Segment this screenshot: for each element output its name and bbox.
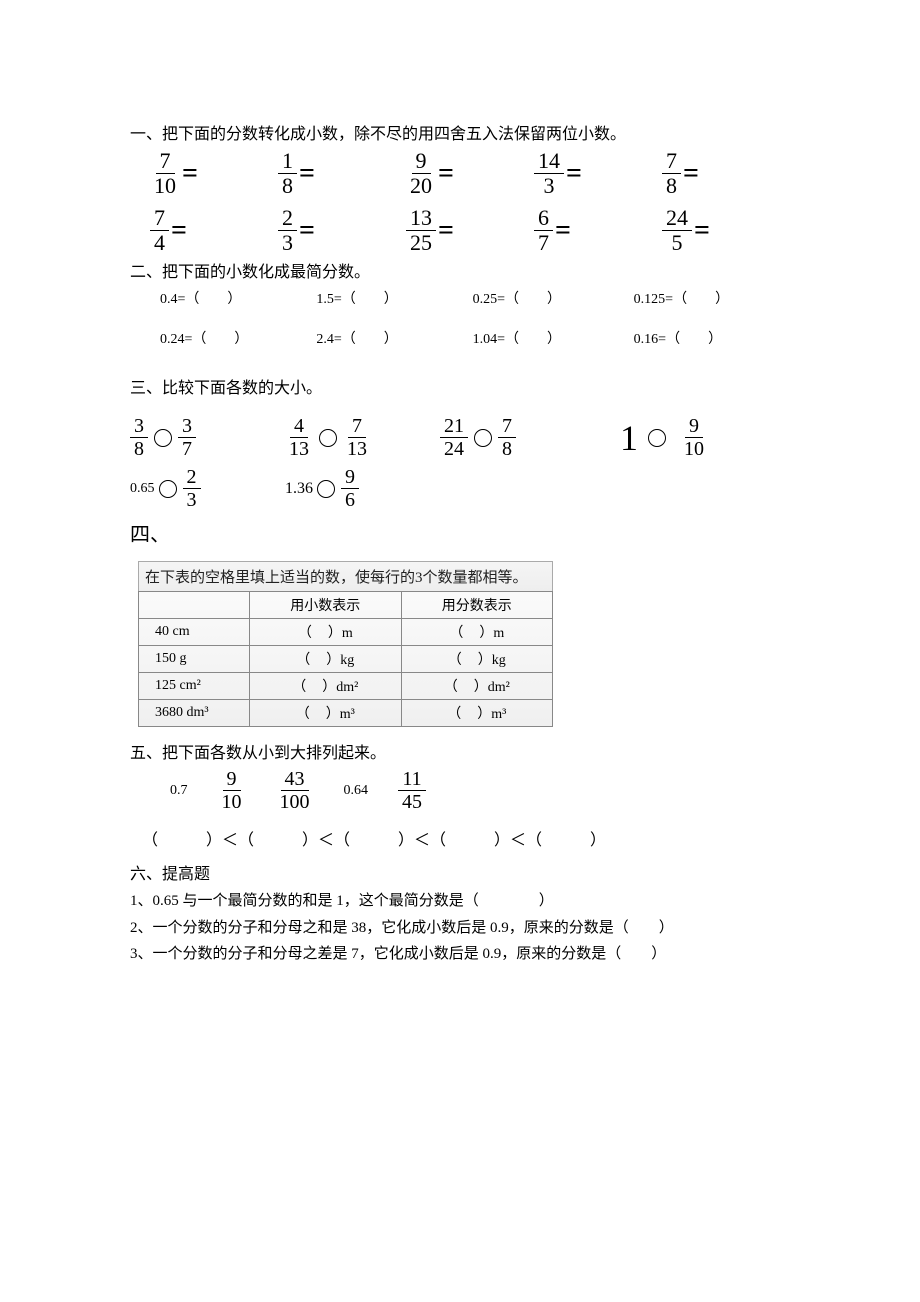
dec-item: 0.25=（ ） — [473, 288, 634, 308]
frac-item: 245= — [662, 207, 790, 254]
frac-item: 143= — [534, 150, 662, 197]
frac-item: 1325= — [406, 207, 534, 254]
circle-icon — [317, 480, 335, 498]
circle-icon — [648, 429, 666, 447]
section5-title: 五、把下面各数从小到大排列起来。 — [130, 739, 790, 763]
section1-row1: 710= 18= 920= 143= 78= — [130, 150, 790, 197]
section2-row1: 0.4=（ ） 1.5=（ ） 0.25=（ ） 0.125=（ ） — [130, 288, 790, 308]
compare-item: 1.36 96 — [285, 467, 440, 510]
table-row: 3680 dm³ （）m³ （）m³ — [139, 700, 553, 727]
compare-item: 1 910 — [620, 416, 775, 459]
section4-title: 四、 — [130, 518, 790, 547]
circle-icon — [319, 429, 337, 447]
table-row: 125 cm² （）dm² （）dm² — [139, 673, 553, 700]
dec-item: 0.24=（ ） — [160, 328, 316, 348]
section3-title: 三、比较下面各数的大小。 — [130, 374, 790, 398]
fraction: 1145 — [398, 769, 426, 812]
circle-icon — [474, 429, 492, 447]
circle-icon — [154, 429, 172, 447]
section1-row2: 74= 23= 1325= 67= 245= — [130, 207, 790, 254]
dec-item: 2.4=（ ） — [316, 328, 472, 348]
section5-answer: （ ）＜（ ）＜（ ）＜（ ）＜（ ） — [130, 826, 790, 850]
question-3: 3、一个分数的分子和分母之差是 7，它化成小数后是 0.9，原来的分数是（ ） — [130, 943, 790, 966]
table-row: 40 cm （）m （）m — [139, 619, 553, 646]
frac-item: 74= — [150, 207, 278, 254]
compare-item: 38 37 — [130, 416, 285, 459]
question-1: 1、0.65 与一个最简分数的和是 1，这个最简分数是（ ） — [130, 890, 790, 913]
table-row: 150 g （）kg （）kg — [139, 646, 553, 673]
section2-row2: 0.24=（ ） 2.4=（ ） 1.04=（ ） 0.16=（ ） — [130, 328, 790, 348]
section5-items: 0.7 910 43100 0.64 1145 — [130, 769, 790, 812]
dec-item: 0.125=（ ） — [634, 288, 790, 308]
fraction: 43100 — [276, 769, 314, 812]
dec-item: 0.16=（ ） — [634, 328, 790, 348]
frac-item: 67= — [534, 207, 662, 254]
compare-item: 2124 78 — [440, 416, 620, 459]
circle-icon — [159, 480, 177, 498]
table-header-row: 用小数表示 用分数表示 — [139, 592, 553, 619]
compare-item: 413 713 — [285, 416, 440, 459]
frac-item: 23= — [278, 207, 406, 254]
section6-title: 六、提高题 — [130, 860, 790, 884]
frac-item: 18= — [278, 150, 406, 197]
dec-item: 1.04=（ ） — [473, 328, 634, 348]
frac-item: 78= — [662, 150, 790, 197]
section2-title: 二、把下面的小数化成最简分数。 — [130, 258, 790, 282]
section1-title: 一、把下面的分数转化成小数，除不尽的用四舍五入法保留两位小数。 — [130, 120, 790, 144]
frac-item: 710= — [150, 150, 278, 197]
dec-item: 0.4=（ ） — [160, 288, 316, 308]
dec-item: 1.5=（ ） — [316, 288, 472, 308]
compare-item: 0.65 23 — [130, 467, 285, 510]
frac-item: 920= — [406, 150, 534, 197]
section4-caption: 在下表的空格里填上适当的数，使每行的3个数量都相等。 — [138, 561, 553, 591]
question-2: 2、一个分数的分子和分母之和是 38，它化成小数后是 0.9，原来的分数是（ ） — [130, 917, 790, 940]
section3-row1: 38 37 413 713 2124 78 1 910 — [130, 416, 790, 459]
section3-row2: 0.65 23 1.36 96 — [130, 467, 790, 510]
conversion-table: 用小数表示 用分数表示 40 cm （）m （）m 150 g （）kg （）k… — [138, 591, 553, 727]
fraction: 910 — [218, 769, 246, 812]
